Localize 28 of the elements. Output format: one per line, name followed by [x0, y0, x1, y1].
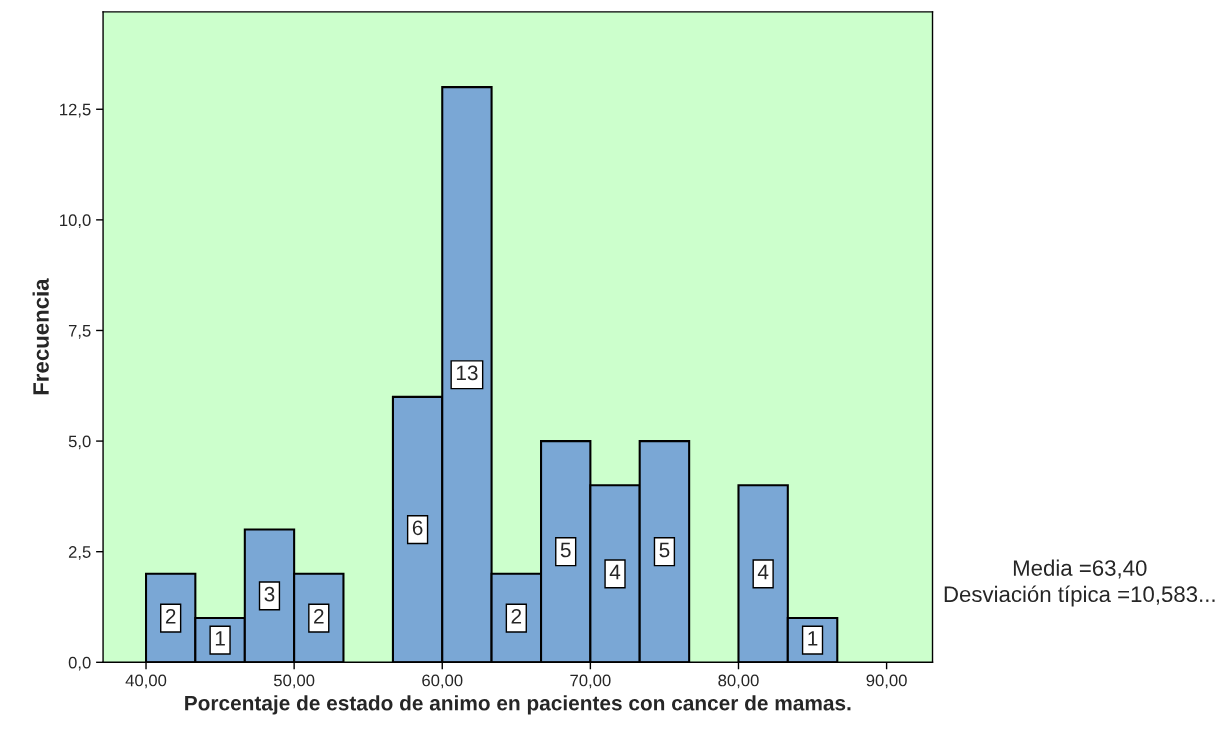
data-label: 6	[412, 520, 423, 536]
y-tick-label: 12,5	[60, 103, 91, 118]
y-tick-label: 10,0	[60, 214, 91, 229]
x-tick-label: 70,00	[570, 674, 611, 689]
y-tick-label: 2,5	[68, 546, 91, 560]
data-label: 2	[165, 608, 176, 624]
text: Media =63,40	[1013, 559, 1147, 579]
data-label: 5	[659, 542, 670, 558]
x-tick-label: 90,00	[866, 674, 907, 689]
y-tick-label: 5,0	[68, 435, 91, 450]
data-label: 1	[215, 631, 225, 646]
data-label: 1	[808, 631, 818, 646]
data-label: 2	[314, 608, 324, 624]
data-label: 5	[560, 542, 571, 558]
data-label: 13	[456, 365, 478, 381]
x-tick-label: 80,00	[718, 674, 759, 689]
x-tick-label: 60,00	[422, 674, 463, 689]
y-tick-label: 7,5	[68, 325, 91, 339]
x-tick-label: 50,00	[273, 674, 315, 689]
y-tick-label: 0,0	[68, 656, 91, 671]
data-label: 4	[609, 564, 621, 580]
data-label: 2	[511, 608, 522, 624]
y-axis-title: Frecuencia	[32, 278, 49, 395]
x-axis-title: Porcentaje de estado de animo en pacientes con cancer de mamas.	[185, 695, 851, 715]
data-label: 4	[757, 564, 769, 580]
data-label: 3	[264, 586, 275, 602]
x-tick-label: 40,00	[125, 674, 167, 689]
text: Desviación típica =10,583...	[944, 585, 1215, 607]
